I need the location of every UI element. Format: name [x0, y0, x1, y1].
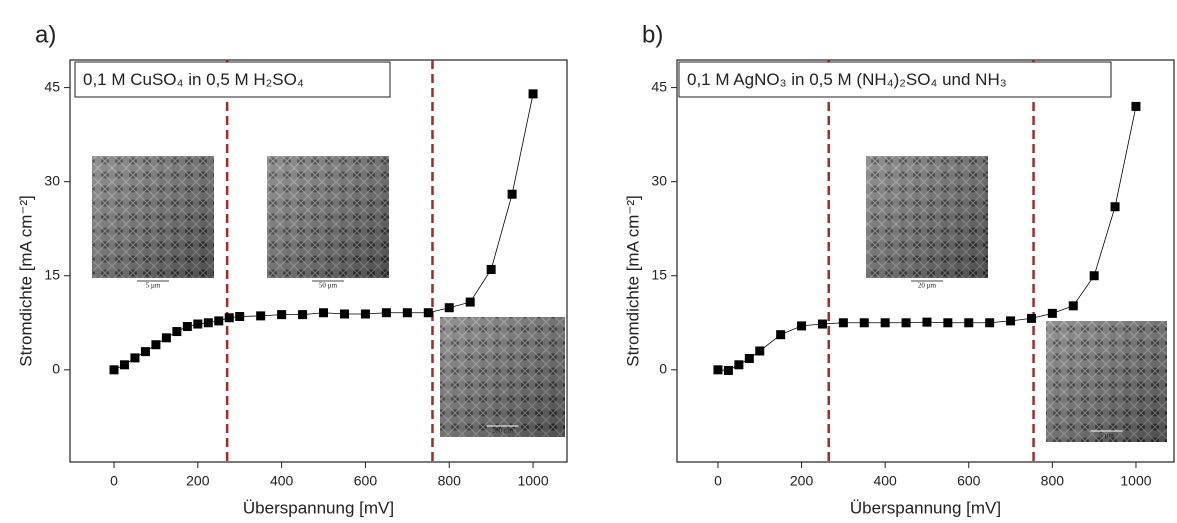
plot-frame: [69, 59, 568, 463]
data-point: [901, 318, 911, 328]
data-point: [744, 354, 754, 364]
data-point: [298, 310, 308, 320]
x-tick-label: 200: [186, 473, 210, 489]
x-tick-label: 1000: [1120, 473, 1151, 489]
data-point: [985, 318, 995, 328]
y-axis-label: Stromdichte [mA cm⁻²]: [623, 195, 642, 366]
data-point: [109, 365, 119, 375]
x-tick-label: 0: [110, 473, 118, 489]
panel-label: b): [642, 21, 663, 48]
y-tick-label: 15: [44, 266, 60, 282]
scale-label: 5 µm: [1099, 432, 1114, 440]
y-tick-label: 30: [44, 172, 60, 188]
data-point: [507, 189, 517, 199]
x-axis-label: Überspannung [mV]: [850, 498, 1001, 517]
annotation-box: [678, 61, 1112, 98]
y-tick-label: 30: [651, 172, 667, 188]
sem-image-shade: [267, 156, 389, 278]
data-point: [817, 319, 827, 329]
sem-image-shade: [92, 156, 214, 278]
x-tick-label: 0: [714, 473, 722, 489]
data-point: [465, 297, 475, 307]
scale-label: 200 µm: [492, 427, 514, 435]
y-tick-label: 15: [651, 266, 667, 282]
x-tick-label: 600: [957, 473, 981, 489]
data-point: [203, 318, 213, 328]
data-point: [1006, 316, 1016, 326]
y-axis-label: Stromdichte [mA cm⁻²]: [16, 195, 35, 366]
data-point: [151, 340, 161, 350]
data-point: [838, 318, 848, 328]
x-tick-label: 800: [438, 473, 462, 489]
data-point: [277, 310, 287, 320]
data-point: [339, 309, 349, 319]
data-point: [486, 264, 496, 274]
data-point: [723, 365, 733, 375]
x-tick-label: 400: [873, 473, 897, 489]
annotation: 0,1 M AgNO₃ in 0,5 M (NH₄)₂SO₄ und NH₃: [687, 70, 1007, 89]
data-point: [1131, 101, 1141, 111]
sem-image-shade: [866, 156, 988, 278]
data-point: [922, 317, 932, 327]
data-point: [172, 327, 182, 337]
x-tick-label: 400: [270, 473, 294, 489]
data-point: [1047, 308, 1057, 318]
data-point: [444, 303, 454, 313]
data-point: [776, 330, 786, 340]
scale-label: 50 µm: [319, 282, 338, 290]
x-tick-label: 800: [1041, 473, 1065, 489]
data-point: [235, 312, 245, 322]
data-point: [402, 308, 412, 318]
data-point: [1089, 271, 1099, 281]
plot-frame: [676, 59, 1175, 463]
x-tick-label: 600: [354, 473, 378, 489]
annotation-box: [74, 61, 391, 98]
data-point: [319, 308, 329, 318]
data-point: [943, 318, 953, 328]
data-point: [130, 353, 140, 363]
data-point: [182, 322, 192, 332]
data-point: [214, 316, 224, 326]
data-point: [528, 89, 538, 99]
y-tick-label: 0: [659, 361, 667, 377]
y-tick-label: 0: [52, 361, 60, 377]
data-point: [381, 308, 391, 318]
data-point: [1026, 313, 1036, 323]
data-point: [224, 313, 234, 323]
data-point: [713, 365, 723, 375]
data-point: [140, 347, 150, 357]
data-point: [880, 318, 890, 328]
data-point: [119, 360, 129, 370]
x-tick-label: 200: [790, 473, 814, 489]
y-tick-label: 45: [651, 78, 667, 94]
scale-label: 20 µm: [918, 282, 937, 290]
data-point: [734, 360, 744, 370]
data-point: [859, 318, 869, 328]
data-point: [161, 333, 171, 343]
sem-image-shade: [440, 317, 565, 437]
scale-label: 5 µm: [146, 282, 161, 290]
data-point: [360, 309, 370, 319]
panel-label: a): [35, 21, 56, 48]
data-point: [797, 321, 807, 331]
annotation: 0,1 M CuSO₄ in 0,5 M H₂SO₄: [83, 70, 304, 89]
sem-image-shade: [1046, 321, 1167, 442]
data-point: [964, 318, 974, 328]
data-point: [1068, 301, 1078, 311]
x-tick-label: 1000: [517, 473, 548, 489]
data-point: [755, 346, 765, 356]
y-tick-label: 45: [44, 78, 60, 94]
x-axis-label: Überspannung [mV]: [243, 498, 394, 517]
data-point: [193, 319, 203, 329]
data-point: [256, 311, 266, 321]
data-point: [423, 308, 433, 318]
data-point: [1110, 202, 1120, 212]
